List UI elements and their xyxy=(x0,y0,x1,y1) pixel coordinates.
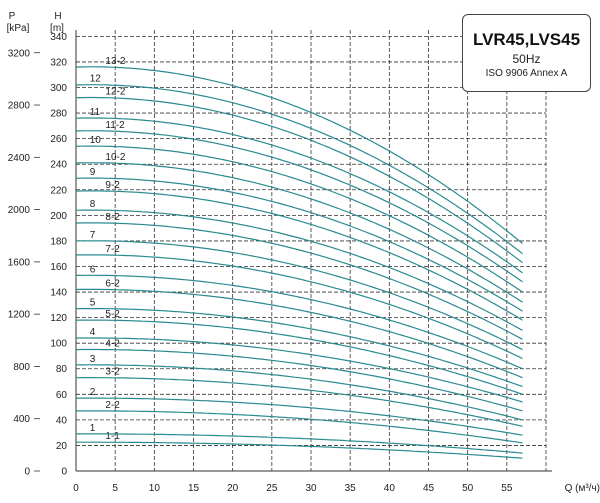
pump-curve-9-2 xyxy=(75,190,523,321)
x-tick-label: 40 xyxy=(384,483,396,494)
pump-curve-13-2 xyxy=(75,66,523,244)
pump-curve-10-2 xyxy=(76,162,523,303)
pump-curve-3-2 xyxy=(76,377,523,427)
pump-curve-2 xyxy=(76,397,523,436)
h-tick-label: 220 xyxy=(50,185,67,196)
curve-label-10: 10 xyxy=(90,135,102,146)
curve-label-1-1: 1-1 xyxy=(105,431,120,442)
curve-label-7-2: 7-2 xyxy=(105,244,120,255)
h-tick-label: 40 xyxy=(56,415,68,426)
p-tick-label: 3200 xyxy=(8,48,31,59)
curve-label-2: 2 xyxy=(90,387,96,398)
h-tick-label: 240 xyxy=(50,160,67,171)
curve-label-11-2: 11-2 xyxy=(105,120,125,131)
x-tick-label: 25 xyxy=(266,483,278,494)
x-tick-label: 5 xyxy=(112,483,118,494)
pump-curve-6-2 xyxy=(75,288,523,379)
chart-frequency: 50Hz xyxy=(512,52,541,66)
pump-curve-4 xyxy=(75,337,523,403)
curve-label-11: 11 xyxy=(90,107,101,118)
chart-title: LVR45,LVS45 xyxy=(472,30,581,49)
pump-curve-5 xyxy=(75,308,523,388)
x-tick-label: 20 xyxy=(227,483,239,494)
p-tick-label: 800 xyxy=(13,362,30,373)
x-tick-label: 50 xyxy=(462,483,474,494)
h-tick-label: 300 xyxy=(50,83,67,94)
x-tick-label: 30 xyxy=(305,483,317,494)
curve-label-1: 1 xyxy=(90,423,96,434)
chart-standard: ISO 9906 Annex A xyxy=(485,68,568,79)
h-tick-label: 120 xyxy=(50,313,67,324)
h-axis-label: H xyxy=(54,11,61,22)
curve-label-7: 7 xyxy=(90,230,96,241)
h-tick-label: 180 xyxy=(50,236,67,247)
curve-label-13-2: 13-2 xyxy=(105,56,125,67)
pump-curve-4-2 xyxy=(75,348,523,412)
pump-curve-8 xyxy=(76,209,523,331)
h-tick-label: 0 xyxy=(61,467,67,478)
curve-label-3-2: 3-2 xyxy=(105,367,120,378)
x-tick-label: 0 xyxy=(73,483,79,494)
h-tick-label: 60 xyxy=(56,390,68,401)
curve-label-9-2: 9-2 xyxy=(105,180,120,191)
x-tick-label: 55 xyxy=(501,483,513,494)
curve-label-6-2: 6-2 xyxy=(105,278,120,289)
pump-curve-1 xyxy=(76,433,523,454)
pump-curve-7-2 xyxy=(75,254,523,360)
pump-curve-7 xyxy=(76,240,523,351)
x-tick-label: 35 xyxy=(345,483,357,494)
pump-curve-10 xyxy=(75,145,523,293)
p-tick-label: 2000 xyxy=(8,205,31,216)
pump-curve-2-2 xyxy=(76,410,523,444)
h-tick-label: 140 xyxy=(50,288,67,299)
h-tick-label: 340 xyxy=(50,32,67,43)
p-tick-label: 1600 xyxy=(8,257,31,268)
curve-label-6: 6 xyxy=(90,264,96,275)
curve-label-10-2: 10-2 xyxy=(105,152,125,163)
pump-curve-5-2 xyxy=(75,319,523,395)
pump-curve-9 xyxy=(75,177,523,312)
pump-curve-12-2 xyxy=(75,96,523,264)
pump-curve-1-1 xyxy=(76,441,523,459)
p-axis-unit: [kPa] xyxy=(7,23,30,34)
curve-label-4: 4 xyxy=(90,327,96,338)
chart-title-box: LVR45,LVS45 50Hz ISO 9906 Annex A xyxy=(462,14,591,92)
curve-label-4-2: 4-2 xyxy=(105,339,120,350)
h-tick-label: 320 xyxy=(50,57,67,68)
pump-curve-3 xyxy=(76,364,523,421)
curve-label-12-2: 12-2 xyxy=(105,87,125,98)
h-tick-label: 200 xyxy=(50,211,67,222)
curve-label-2-2: 2-2 xyxy=(105,400,120,411)
p-tick-label: 2400 xyxy=(8,153,31,164)
curve-label-3: 3 xyxy=(90,354,96,365)
h-tick-label: 20 xyxy=(56,441,68,452)
curve-label-5-2: 5-2 xyxy=(105,309,120,320)
curve-label-5: 5 xyxy=(90,298,96,309)
curve-label-8-2: 8-2 xyxy=(105,212,120,223)
p-tick-label: 1200 xyxy=(8,310,31,321)
x-axis-label: Q (м³/ч) xyxy=(565,483,600,494)
pump-curve-11 xyxy=(75,117,523,274)
h-tick-label: 260 xyxy=(50,134,67,145)
curve-label-12: 12 xyxy=(90,74,102,85)
h-tick-label: 100 xyxy=(50,339,67,350)
pump-curve-12 xyxy=(75,84,523,255)
h-tick-label: 160 xyxy=(50,262,67,273)
curve-label-8: 8 xyxy=(90,199,96,210)
pump-curve-11-2 xyxy=(75,130,523,283)
p-tick-label: 0 xyxy=(24,467,30,478)
x-tick-label: 15 xyxy=(188,483,200,494)
curve-label-9: 9 xyxy=(90,167,96,178)
p-axis-label: P xyxy=(9,11,16,22)
h-tick-label: 280 xyxy=(50,109,67,120)
p-tick-label: 400 xyxy=(13,414,30,425)
p-tick-label: 2800 xyxy=(8,101,31,112)
x-tick-label: 10 xyxy=(149,483,161,494)
h-tick-label: 80 xyxy=(56,364,68,375)
pump-curve-8-2 xyxy=(76,222,523,340)
x-tick-label: 45 xyxy=(423,483,435,494)
pump-curve-6 xyxy=(76,274,523,370)
h-axis-unit: [m] xyxy=(50,23,64,34)
